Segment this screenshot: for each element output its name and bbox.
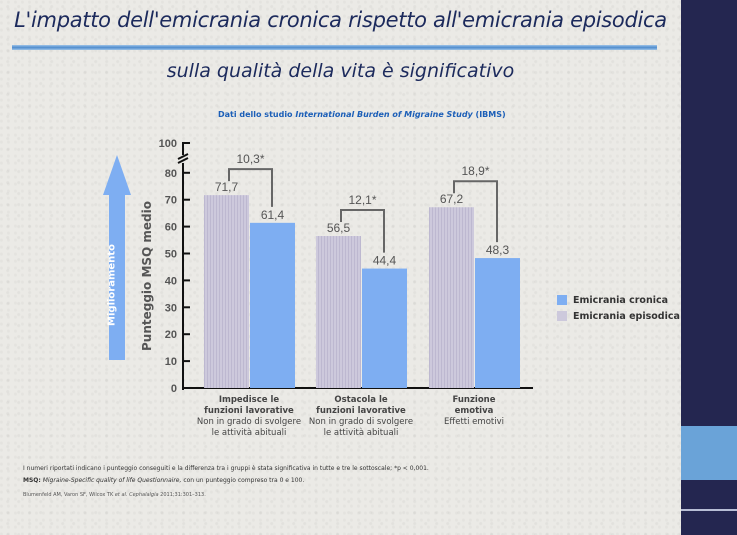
caption-study-name: International Burden of Migraine Study (295, 110, 473, 119)
slide-title: L'impatto dell'emicrania cronica rispett… (14, 8, 667, 32)
legend-label: Emicrania episodica (573, 310, 680, 322)
bar-value-label: 44,4 (373, 254, 397, 268)
difference-label: 12,1* (348, 193, 376, 207)
chart-legend: Emicrania cronica Emicrania episodica (557, 292, 680, 324)
difference-label: 18,9* (461, 164, 489, 178)
y-tick-label: 20 (165, 329, 177, 341)
caption-prefix: Dati dello studio (218, 110, 296, 119)
chart-source-caption: Dati dello studio International Burden o… (218, 110, 506, 119)
y-tick-label: 40 (165, 275, 177, 287)
legend-label: Emicrania cronica (573, 294, 669, 306)
y-tick-label: 60 (165, 222, 177, 234)
y-tick-label: 100 (159, 138, 177, 150)
title-divider (12, 45, 657, 50)
bar-cronica (250, 222, 295, 388)
slide-subtitle: sulla qualità della vita è significativo (166, 60, 515, 82)
bar-value-label: 48,3 (486, 243, 510, 257)
bar-episodica (204, 195, 249, 388)
legend-swatch-episodica (557, 311, 567, 321)
y-tick-label: 10 (165, 356, 177, 368)
y-tick-label: 30 (165, 302, 177, 314)
difference-label: 10,3* (236, 152, 264, 166)
category-label: Ostacola le funzioni lavorative Non in gr… (308, 395, 414, 438)
improvement-arrow-icon (103, 155, 131, 360)
bar-cronica (475, 258, 520, 388)
right-sidebar-accent (681, 426, 737, 480)
footnote-msq: MSQ: Migraine-Specific quality of life Q… (23, 477, 305, 484)
y-tick-label: 80 (165, 168, 177, 180)
y-tick-label: 70 (165, 195, 177, 207)
legend-swatch-cronica (557, 295, 567, 305)
legend-item-cronica: Emicrania cronica (557, 292, 680, 308)
footnote-significance: I numeri riportati indicano i punteggio … (23, 465, 429, 472)
category-label: Impedisce le funzioni lavorative Non in g… (196, 395, 302, 438)
bar-value-label: 71,7 (215, 180, 239, 194)
citation: Blumenfeld AM, Varon SF, Wilcox TK et al… (23, 492, 206, 498)
bar-cronica (362, 268, 407, 388)
significance-bracket (228, 168, 273, 207)
axis-break-mark (177, 153, 189, 160)
bar-episodica (316, 236, 361, 388)
bar-episodica (429, 207, 474, 388)
significance-bracket (453, 180, 498, 243)
legend-item-episodica: Emicrania episodica (557, 308, 680, 324)
bar-value-label: 67,2 (440, 192, 464, 206)
bar-value-label: 56,5 (327, 221, 351, 235)
bar-chart: 0 10 20 30 40 50 60 70 80 100 71,7 56,5 67,2 61,4 44,4… (159, 138, 533, 395)
significance-bracket (340, 209, 385, 253)
category-label: Funzione emotiva Effetti emotivi (444, 395, 504, 427)
y-tick-label: 50 (165, 249, 177, 261)
right-sidebar-line (681, 509, 737, 511)
axis-break-mark (177, 157, 189, 164)
caption-suffix: (IBMS) (472, 110, 506, 119)
y-tick-label: 0 (171, 383, 177, 395)
bar-value-label: 61,4 (261, 208, 285, 222)
